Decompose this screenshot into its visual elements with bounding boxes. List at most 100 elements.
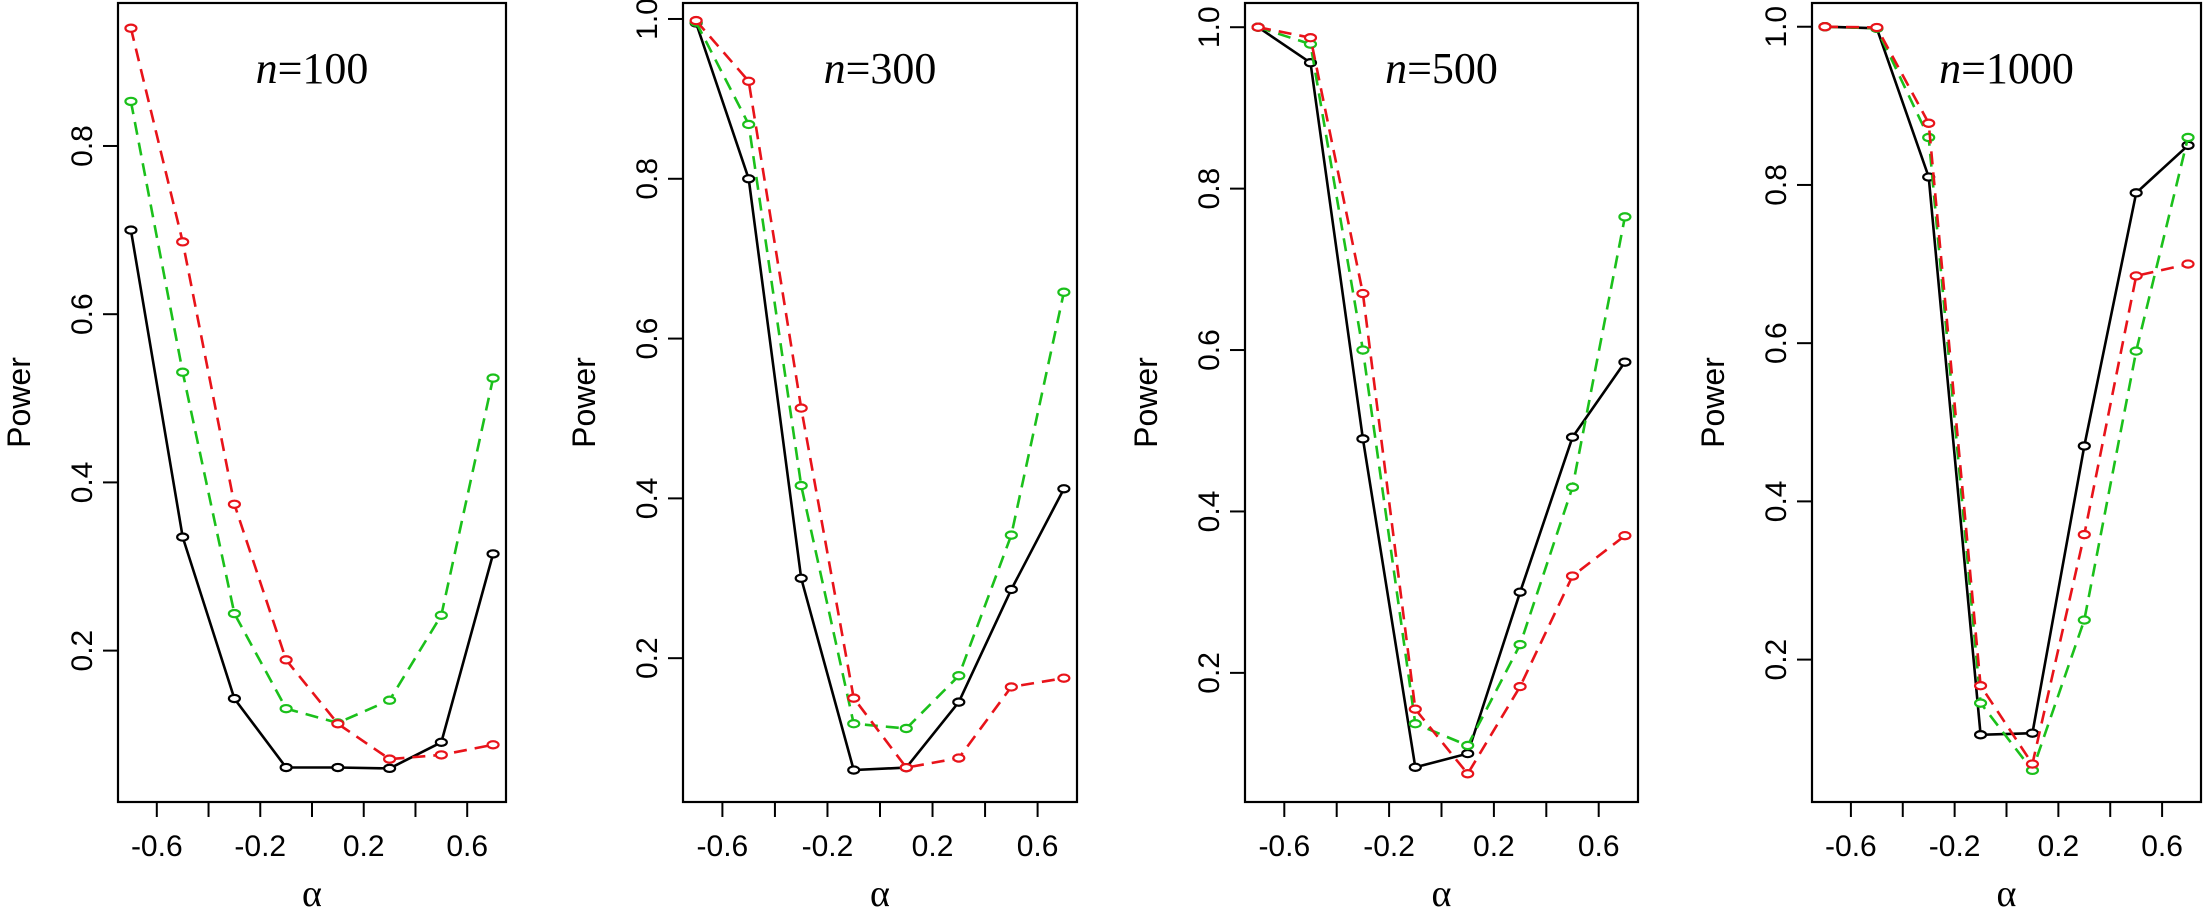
series-line-black	[1824, 25, 2189, 737]
data-point-green	[742, 119, 756, 130]
data-point-green	[899, 723, 913, 734]
data-point-black	[227, 693, 241, 704]
data-point-green	[2129, 346, 2143, 356]
y-axis-title: Power	[1128, 357, 1164, 448]
data-point-red	[1356, 288, 1370, 299]
y-tick-label: 0.8	[1193, 168, 1226, 210]
y-tick-label: 0.2	[1760, 639, 1793, 681]
data-point-black	[486, 549, 500, 559]
data-point-black	[1004, 584, 1018, 595]
x-tick-label: -0.2	[1929, 830, 1981, 863]
x-tick-label: 0.2	[1473, 830, 1515, 863]
data-point-red	[124, 23, 138, 33]
data-point-green	[1565, 482, 1580, 492]
panel-title: n=300	[824, 44, 937, 93]
data-point-green	[486, 373, 500, 383]
x-tick-label: -0.2	[1363, 830, 1415, 863]
y-tick-label: 0.2	[66, 630, 99, 672]
series-line-red	[695, 19, 1065, 770]
data-point-green	[847, 718, 861, 729]
x-tick-label: -0.6	[131, 830, 183, 863]
data-point-black	[742, 174, 756, 184]
data-point-green	[383, 695, 397, 705]
data-point-red	[383, 754, 397, 764]
data-point-red	[1513, 681, 1527, 692]
y-tick-label: 0.2	[1193, 652, 1226, 694]
x-tick-label: 0.6	[1578, 830, 1620, 863]
data-point-red	[742, 76, 756, 87]
panel-3: -0.6 -0.2 0.2 0.6 0.2 0.4 0.6 0.8 1.0 α Power n=500	[1128, 1, 1640, 915]
x-tick-label: -0.6	[1258, 830, 1310, 863]
panel-title: n=100	[256, 44, 369, 93]
data-point-green	[2181, 132, 2195, 143]
data-point-black	[2129, 188, 2143, 198]
data-point-red	[689, 15, 703, 26]
data-point-black	[1356, 434, 1370, 444]
x-tick-label: -0.2	[802, 830, 854, 863]
data-point-black	[2025, 728, 2040, 738]
data-point-red	[1303, 33, 1318, 43]
data-point-red	[2129, 271, 2143, 281]
panel-title: n=1000	[1939, 44, 2074, 93]
data-point-black	[1461, 748, 1475, 759]
x-axis-title: α	[870, 873, 890, 915]
x-tick-label: 0.6	[2141, 830, 2183, 863]
y-tick-label: 0.6	[1760, 322, 1793, 364]
series-line-green	[129, 101, 495, 725]
series-line-red	[1824, 25, 2189, 768]
y-tick-label: 0.6	[631, 318, 664, 360]
x-tick-label: 0.2	[343, 830, 385, 863]
data-point-black	[1618, 357, 1632, 367]
series-line-red	[129, 27, 494, 761]
data-point-black	[794, 573, 808, 583]
series-line-black	[129, 229, 495, 770]
panel-1: -0.6 -0.2 0.2 0.6 0.2 0.4 0.6 0.8 α Power n=100	[1, 1, 508, 915]
data-point-red	[434, 750, 448, 760]
data-point-black	[1057, 484, 1071, 494]
data-point-green	[2077, 615, 2091, 625]
data-point-black	[383, 763, 397, 774]
data-point-red	[1004, 682, 1018, 692]
x-tick-label: 0.2	[2038, 830, 2080, 863]
y-tick-label: 0.2	[631, 637, 664, 679]
x-tick-label: 0.2	[912, 830, 954, 863]
data-point-black	[176, 532, 190, 542]
panel-2: -0.6 -0.2 0.2 0.6 0.2 0.4 0.6 0.8 1.0 α Power n=300	[566, 0, 1079, 915]
data-point-green	[279, 703, 293, 714]
x-tick-label: -0.6	[1825, 830, 1877, 863]
panel-4: -0.6 -0.2 0.2 0.6 0.2 0.4 0.6 0.8 1.0 α Power n=100…	[1695, 1, 2203, 915]
y-tick-label: 0.6	[66, 293, 99, 335]
x-axis-title: α	[302, 873, 322, 915]
plot-frame	[1243, 1, 1640, 804]
data-point-red	[847, 693, 861, 703]
data-point-green	[434, 610, 448, 620]
series-line-black	[1257, 26, 1626, 769]
data-point-black	[952, 697, 966, 707]
data-point-green	[1356, 345, 1370, 355]
data-point-red	[2181, 259, 2195, 269]
data-point-red	[1565, 571, 1580, 581]
data-point-green	[1513, 639, 1527, 650]
data-point-black	[847, 765, 861, 775]
data-point-black	[331, 762, 345, 773]
data-point-red	[1818, 22, 1832, 32]
y-tick-label: 0.8	[631, 158, 664, 200]
series-line-red	[1257, 25, 1626, 777]
data-point-black	[1408, 762, 1422, 772]
data-point-red	[1922, 118, 1936, 128]
data-point-red	[2077, 529, 2091, 540]
series-line-green	[1257, 25, 1627, 748]
data-point-green	[952, 671, 966, 681]
data-point-red	[331, 719, 345, 729]
data-point-red	[794, 403, 808, 413]
data-point-black	[1973, 730, 1988, 740]
data-point-red	[486, 740, 500, 750]
y-tick-label: 1.0	[1760, 6, 1793, 48]
y-tick-label: 0.4	[1760, 481, 1793, 523]
x-tick-label: 0.6	[446, 830, 488, 863]
x-tick-label: 0.6	[1017, 830, 1059, 863]
data-point-green	[1973, 698, 1988, 708]
plot-frame	[116, 1, 508, 804]
y-tick-label: 0.8	[1760, 164, 1793, 206]
